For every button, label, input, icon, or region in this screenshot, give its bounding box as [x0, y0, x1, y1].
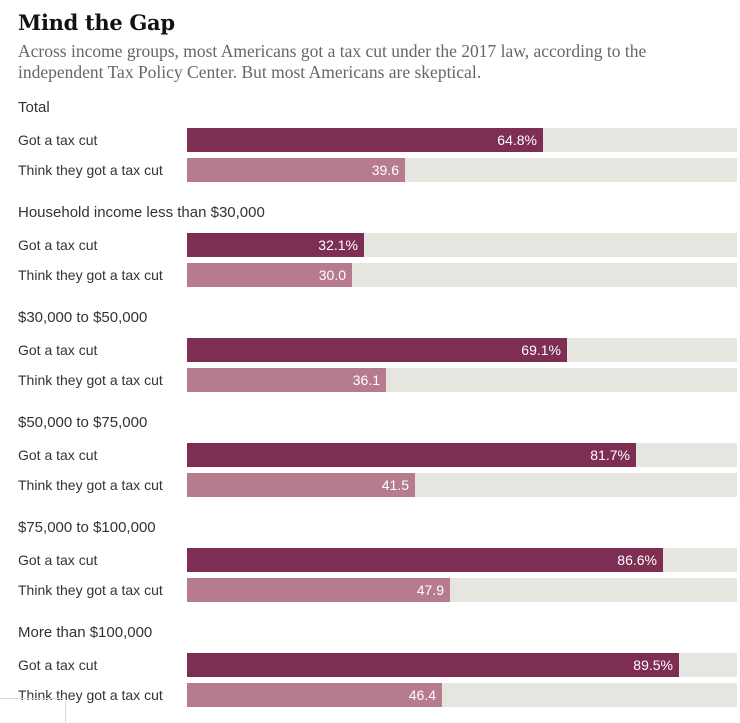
- bar-think-got-tax-cut: 30.0: [187, 263, 352, 287]
- row-label: Got a tax cut: [18, 657, 98, 673]
- row-label: Think they got a tax cut: [18, 687, 163, 703]
- row-label: Got a tax cut: [18, 237, 98, 253]
- bar-track: 41.5: [187, 473, 737, 497]
- bar-track: 86.6%: [187, 548, 737, 572]
- divider-line: [0, 698, 65, 699]
- bar-track: 39.6: [187, 158, 737, 182]
- bar-value-label: 89.5%: [633, 657, 673, 673]
- bar-track: 64.8%: [187, 128, 737, 152]
- bar-think-got-tax-cut: 47.9: [187, 578, 450, 602]
- bar-got-tax-cut: 89.5%: [187, 653, 679, 677]
- group-label: Total: [18, 99, 50, 116]
- chart-title: Mind the Gap: [18, 10, 175, 35]
- row-label: Got a tax cut: [18, 342, 98, 358]
- group-label: $75,000 to $100,000: [18, 519, 156, 536]
- bar-value-label: 81.7%: [590, 447, 630, 463]
- bar-think-got-tax-cut: 41.5: [187, 473, 415, 497]
- bar-track: 81.7%: [187, 443, 737, 467]
- bar-got-tax-cut: 32.1%: [187, 233, 364, 257]
- bar-track: 36.1: [187, 368, 737, 392]
- bar-got-tax-cut: 64.8%: [187, 128, 543, 152]
- group-label: $30,000 to $50,000: [18, 309, 148, 326]
- divider-line: [65, 698, 66, 723]
- bar-track: 89.5%: [187, 653, 737, 677]
- bar-think-got-tax-cut: 39.6: [187, 158, 405, 182]
- bar-got-tax-cut: 69.1%: [187, 338, 567, 362]
- bar-think-got-tax-cut: 36.1: [187, 368, 386, 392]
- bar-value-label: 39.6: [371, 162, 399, 178]
- bar-track: 46.4: [187, 683, 737, 707]
- row-label: Got a tax cut: [18, 552, 98, 568]
- row-label: Think they got a tax cut: [18, 477, 163, 493]
- bar-track: 30.0: [187, 263, 737, 287]
- bar-track: 32.1%: [187, 233, 737, 257]
- bar-value-label: 41.5: [381, 477, 409, 493]
- bar-got-tax-cut: 86.6%: [187, 548, 663, 572]
- group-label: More than $100,000: [18, 624, 153, 641]
- bar-got-tax-cut: 81.7%: [187, 443, 636, 467]
- row-label: Think they got a tax cut: [18, 267, 163, 283]
- bar-value-label: 47.9: [416, 582, 444, 598]
- bar-value-label: 46.4: [408, 687, 436, 703]
- bar-value-label: 36.1: [352, 372, 380, 388]
- bar-track: 69.1%: [187, 338, 737, 362]
- group-label: Household income less than $30,000: [18, 204, 265, 221]
- row-label: Think they got a tax cut: [18, 162, 163, 178]
- bar-value-label: 69.1%: [521, 342, 561, 358]
- row-label: Got a tax cut: [18, 447, 98, 463]
- bar-value-label: 86.6%: [617, 552, 657, 568]
- group-label: $50,000 to $75,000: [18, 414, 148, 431]
- bar-track: 47.9: [187, 578, 737, 602]
- row-label: Think they got a tax cut: [18, 582, 163, 598]
- chart-subtitle: Across income groups, most Americans got…: [18, 41, 647, 82]
- bar-value-label: 64.8%: [497, 132, 537, 148]
- row-label: Think they got a tax cut: [18, 372, 163, 388]
- bar-value-label: 32.1%: [318, 237, 358, 253]
- row-label: Got a tax cut: [18, 132, 98, 148]
- bar-value-label: 30.0: [318, 267, 346, 283]
- bar-think-got-tax-cut: 46.4: [187, 683, 442, 707]
